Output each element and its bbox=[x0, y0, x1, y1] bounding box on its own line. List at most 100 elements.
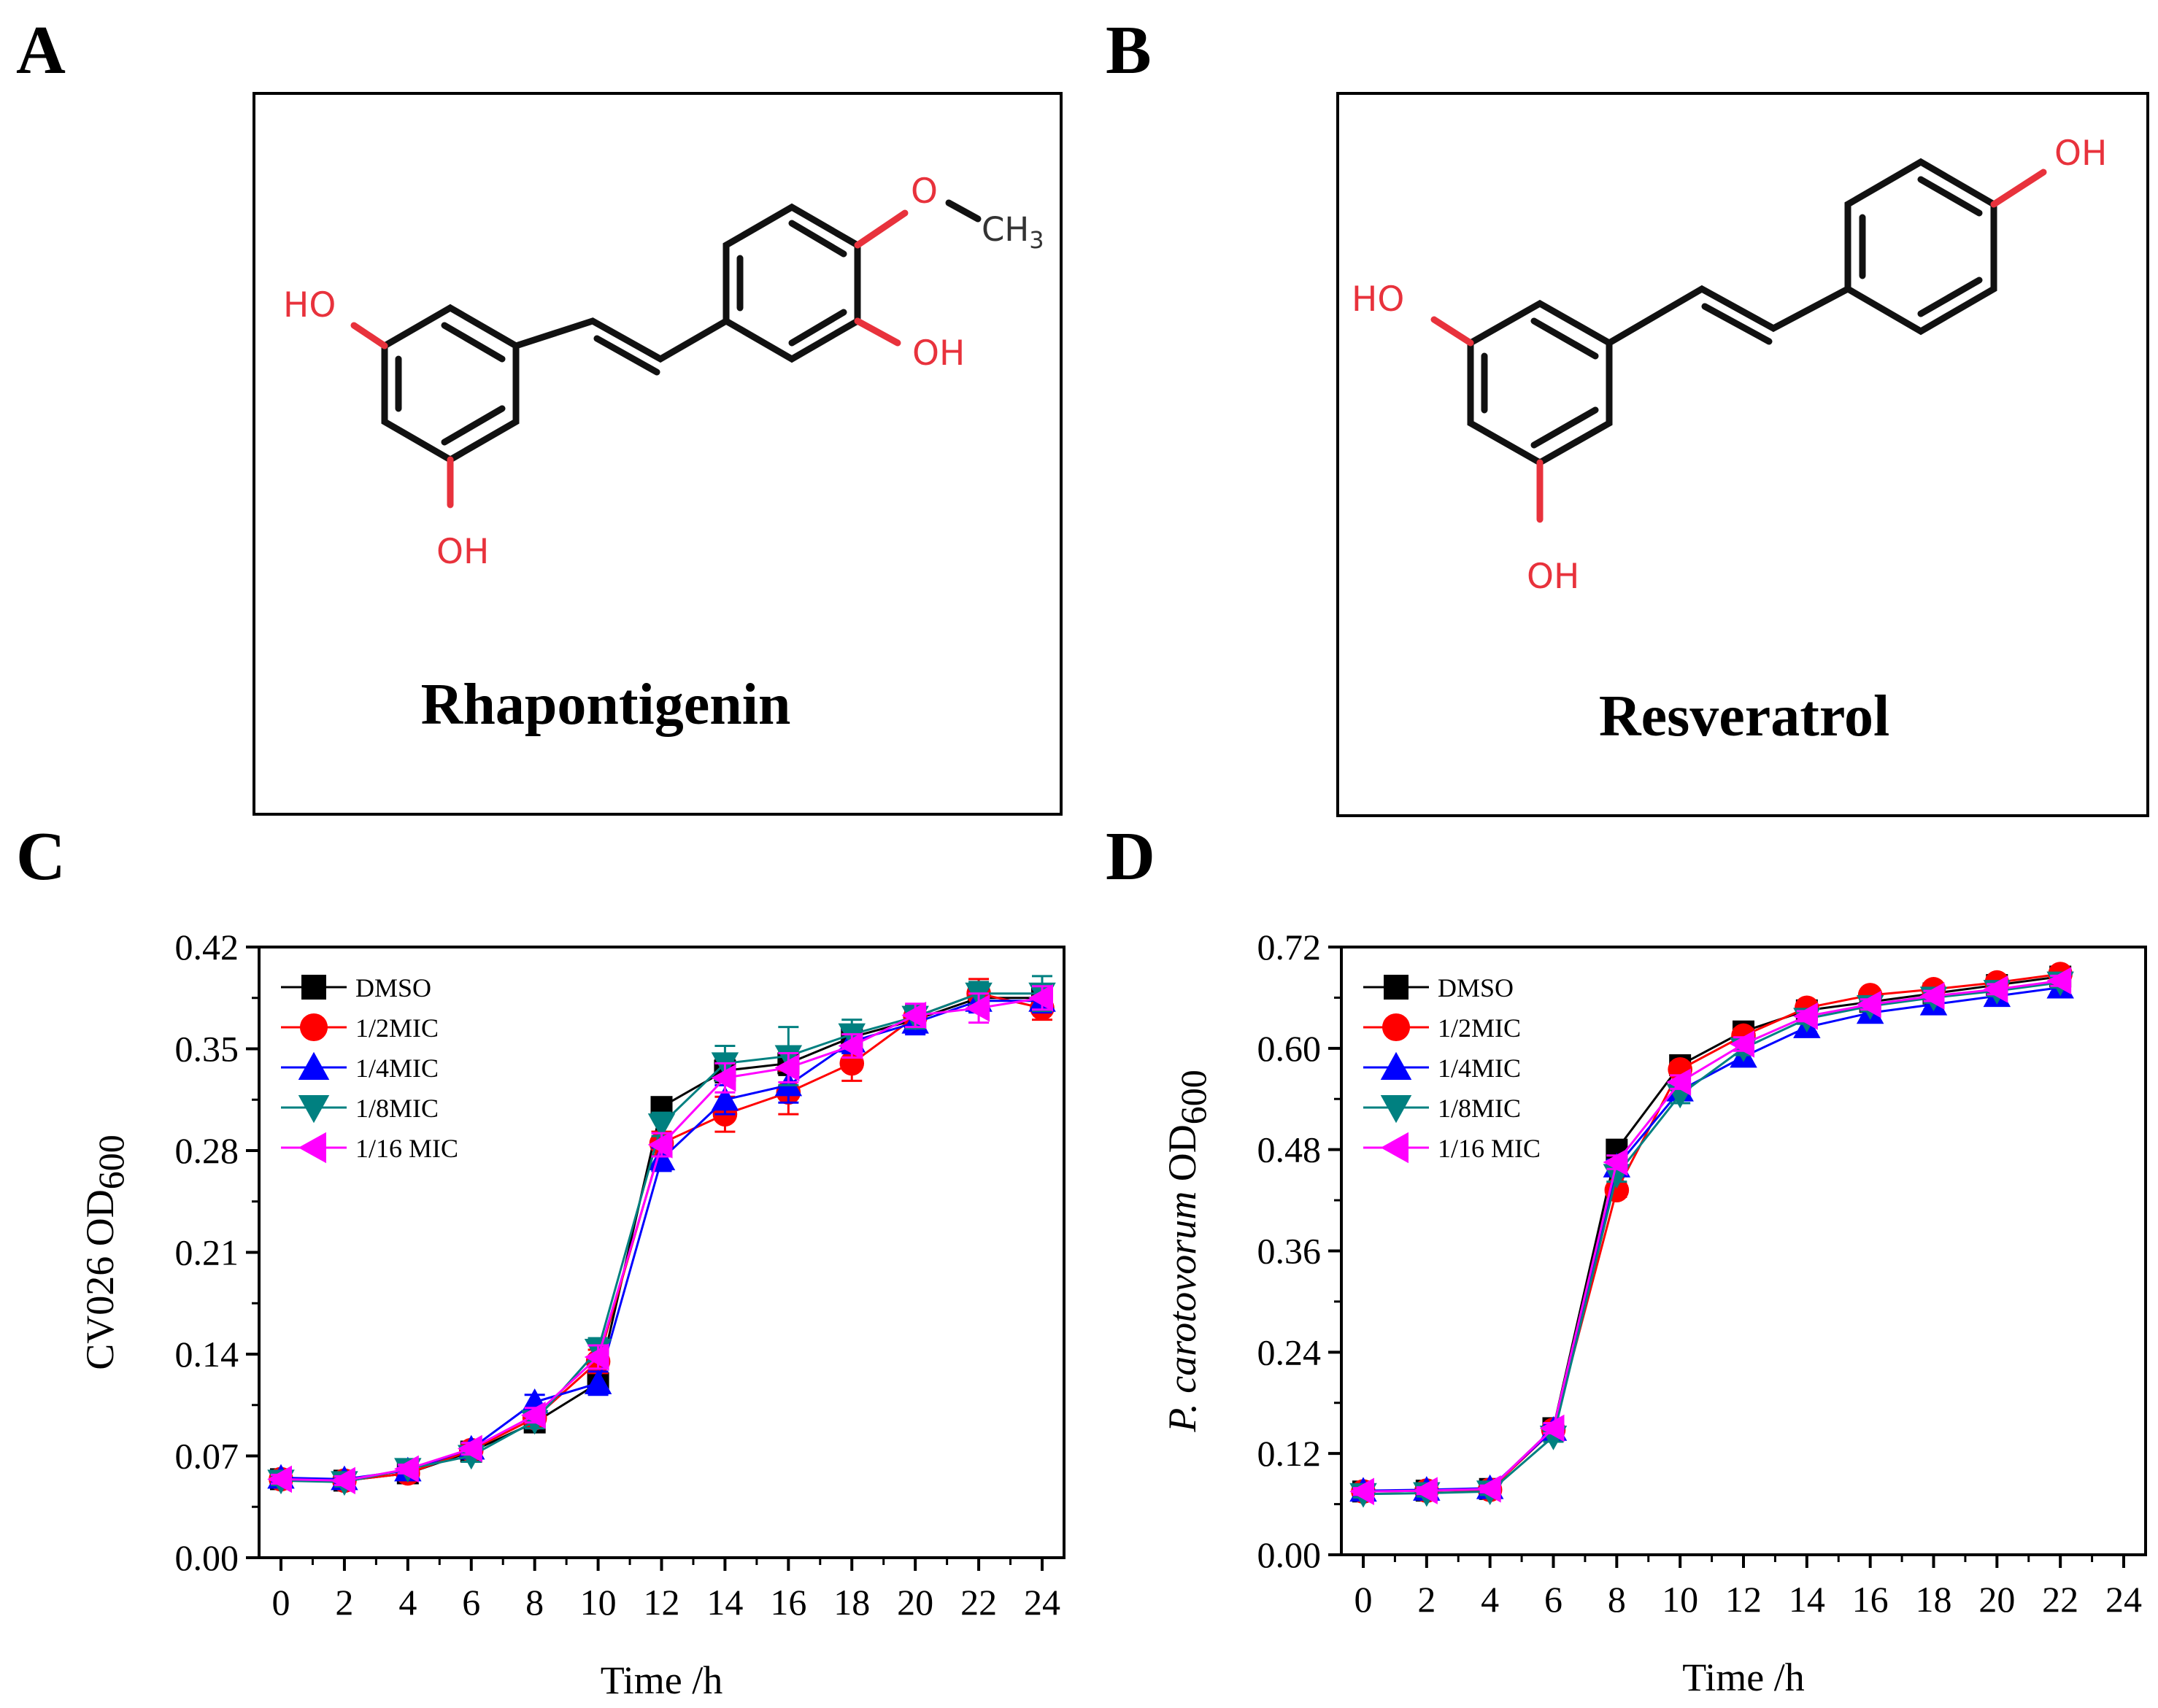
chart-d-xtick-label: 16 bbox=[1852, 1579, 1889, 1620]
chart-d-ytick-label: 0.72 bbox=[1257, 927, 1322, 967]
rhapontigenin-ring-1 bbox=[381, 304, 520, 464]
rhapontigenin-o-label: O bbox=[911, 171, 938, 212]
chart-d-xtick-label: 6 bbox=[1544, 1579, 1562, 1620]
panel-label-c: C bbox=[16, 819, 66, 894]
chart-c-ytick-label: 0.00 bbox=[175, 1537, 239, 1578]
chart-d-legend-label: 1/4MIC bbox=[1438, 1054, 1521, 1083]
chart-c-xtick-label: 8 bbox=[525, 1582, 544, 1623]
chart-d-y-axis-title: P. carotovorum OD600 bbox=[1160, 1070, 1214, 1433]
chart-c-xtick-label: 4 bbox=[398, 1582, 417, 1623]
panel-a-frame bbox=[253, 92, 1063, 816]
chart-d-xtick-label: 22 bbox=[2042, 1579, 2078, 1620]
rhapontigenin-ring-2 bbox=[722, 203, 861, 363]
chart-c-x-axis-title: Time /h bbox=[601, 1658, 723, 1702]
chart-d-legend-label: 1/16 MIC bbox=[1438, 1134, 1541, 1163]
chart-c-legend-marker bbox=[299, 1013, 328, 1042]
panel-label-a: A bbox=[16, 12, 66, 88]
rhapontigenin-oh-bottom-label: OH bbox=[436, 532, 489, 572]
chart-d-xtick-label: 4 bbox=[1481, 1579, 1499, 1620]
chart-d-legend-label: DMSO bbox=[1438, 973, 1514, 1002]
chart-c-xtick-label: 24 bbox=[1024, 1582, 1060, 1623]
chart-c-data-point bbox=[331, 1467, 355, 1495]
chart-d-legend-marker bbox=[1380, 1051, 1412, 1080]
panel-b-frame bbox=[1336, 92, 2149, 817]
chart-c-legend: DMSO 1/2MIC 1/4MIC 1/8MIC 1/16 MIC bbox=[281, 973, 458, 1164]
chart-d-legend-label: 1/8MIC bbox=[1438, 1094, 1521, 1123]
chart-d-xtick-label: 14 bbox=[1789, 1579, 1825, 1620]
chart-d-xtick-label: 24 bbox=[2105, 1579, 2142, 1620]
rhapontigenin-ho-bond bbox=[350, 322, 388, 349]
resveratrol-ho-label: HO bbox=[1352, 279, 1404, 320]
chart-c-legend-label: 1/16 MIC bbox=[355, 1134, 458, 1163]
resveratrol-oh-bottom-label: OH bbox=[1527, 557, 1579, 597]
resveratrol-double-bond bbox=[1701, 303, 1773, 345]
panel-a-structure: HO OH OH O CH3 Rhapontigenin bbox=[253, 92, 1063, 816]
resveratrol-oh-top-label: OH bbox=[2054, 134, 2107, 174]
panel-label-b: B bbox=[1106, 12, 1152, 88]
chart-c-xtick-label: 2 bbox=[335, 1582, 353, 1623]
chart-d-data-point bbox=[1539, 1414, 1565, 1442]
rhapontigenin-oh-right-label: OH bbox=[912, 333, 965, 374]
resveratrol-vinyl-bridge bbox=[1606, 285, 1851, 347]
rhapontigenin-ch3-label: CH3 bbox=[982, 210, 1044, 254]
panel-label-d: D bbox=[1106, 819, 1155, 894]
chart-c-ytick-label: 0.21 bbox=[175, 1232, 239, 1273]
chart-c-xtick-label: 18 bbox=[833, 1582, 870, 1623]
chart-c-xtick-label: 6 bbox=[462, 1582, 480, 1623]
chart-c-data-point bbox=[647, 1113, 676, 1138]
chart-c-xtick-label: 22 bbox=[960, 1582, 997, 1623]
chart-d-legend-marker bbox=[1384, 975, 1409, 1000]
chart-c-ytick-label: 0.35 bbox=[175, 1029, 239, 1070]
chart-c-legend-label: 1/8MIC bbox=[355, 1094, 439, 1123]
chart-c-legend-marker bbox=[301, 975, 326, 1000]
chart-c: 0.000.070.140.210.280.350.420 2 4 6 8 10 12 14 1… bbox=[78, 927, 1065, 1702]
panel-b-structure: HO OH OH Resveratrol bbox=[1336, 92, 2149, 817]
chart-c-data-point bbox=[838, 1032, 863, 1060]
chart-c-xtick-label: 12 bbox=[644, 1582, 680, 1623]
chart-d-legend-marker bbox=[1380, 1095, 1412, 1124]
chart-d: 0.000.120.240.360.480.600.720 2 4 6 8 10 12 14 1… bbox=[1160, 927, 2147, 1699]
chart-d-series-dmso bbox=[1352, 965, 2072, 1503]
chart-d-legend-label: 1/2MIC bbox=[1438, 1013, 1521, 1043]
chart-c-ytick-label: 0.07 bbox=[175, 1436, 239, 1477]
chart-d-series-116mic bbox=[1349, 967, 2072, 1505]
chart-d-legend-marker bbox=[1381, 1013, 1411, 1042]
chart-d-x-axis-title: Time /h bbox=[1682, 1655, 1805, 1699]
chart-d-xtick-label: 12 bbox=[1725, 1579, 1762, 1620]
chart-c-data-point bbox=[901, 1001, 927, 1029]
chart-d-xtick-label: 0 bbox=[1354, 1579, 1373, 1620]
chart-c-legend-label: DMSO bbox=[355, 973, 431, 1002]
chart-c-xtick-label: 16 bbox=[770, 1582, 806, 1623]
chart-c-data-point bbox=[774, 1054, 800, 1082]
rhapontigenin-ho-label: HO bbox=[283, 285, 336, 325]
chart-c-y-axis-title: CV026 OD600 bbox=[78, 1135, 131, 1370]
chart-c-legend-label: 1/2MIC bbox=[355, 1013, 439, 1043]
chart-c-data-point bbox=[711, 1086, 739, 1111]
chart-c-xtick-label: 14 bbox=[706, 1582, 743, 1623]
chart-d-data-point bbox=[1476, 1475, 1501, 1503]
chart-c-ytick-label: 0.14 bbox=[175, 1334, 239, 1375]
chart-d-ytick-label: 0.12 bbox=[1257, 1433, 1322, 1474]
chart-d-data-point bbox=[1730, 1030, 1754, 1058]
chart-c-legend-marker bbox=[298, 1132, 326, 1164]
chart-d-ytick-label: 0.00 bbox=[1257, 1534, 1322, 1575]
chart-d-xtick-label: 10 bbox=[1662, 1579, 1698, 1620]
chart-d-data-point bbox=[1793, 1002, 1818, 1030]
chart-c-data-point bbox=[1028, 984, 1053, 1012]
chart-d-series-12mic bbox=[1351, 962, 2073, 1504]
compound-name-b: Resveratrol bbox=[1599, 684, 1889, 749]
chart-d-xtick-label: 20 bbox=[1978, 1579, 2015, 1620]
chart-d-series-line bbox=[1363, 973, 2061, 1493]
chart-d-ytick-label: 0.24 bbox=[1257, 1332, 1322, 1372]
chart-d-ytick-label: 0.36 bbox=[1257, 1231, 1322, 1272]
chart-c-legend-label: 1/4MIC bbox=[355, 1054, 439, 1083]
chart-c-series-116mic bbox=[267, 984, 1053, 1495]
chart-d-xtick-label: 18 bbox=[1916, 1579, 1952, 1620]
chart-c-legend-marker bbox=[298, 1051, 330, 1080]
chart-c-data-point bbox=[267, 1465, 292, 1493]
chart-d-legend: DMSO 1/2MIC 1/4MIC 1/8MIC 1/16 MIC bbox=[1363, 973, 1541, 1164]
chart-d-ytick-label: 0.48 bbox=[1257, 1129, 1322, 1170]
rhapontigenin-oh-right-bond bbox=[854, 317, 901, 347]
chart-d-data-point bbox=[1856, 990, 1881, 1019]
chart-d-data-point bbox=[1666, 1068, 1692, 1096]
